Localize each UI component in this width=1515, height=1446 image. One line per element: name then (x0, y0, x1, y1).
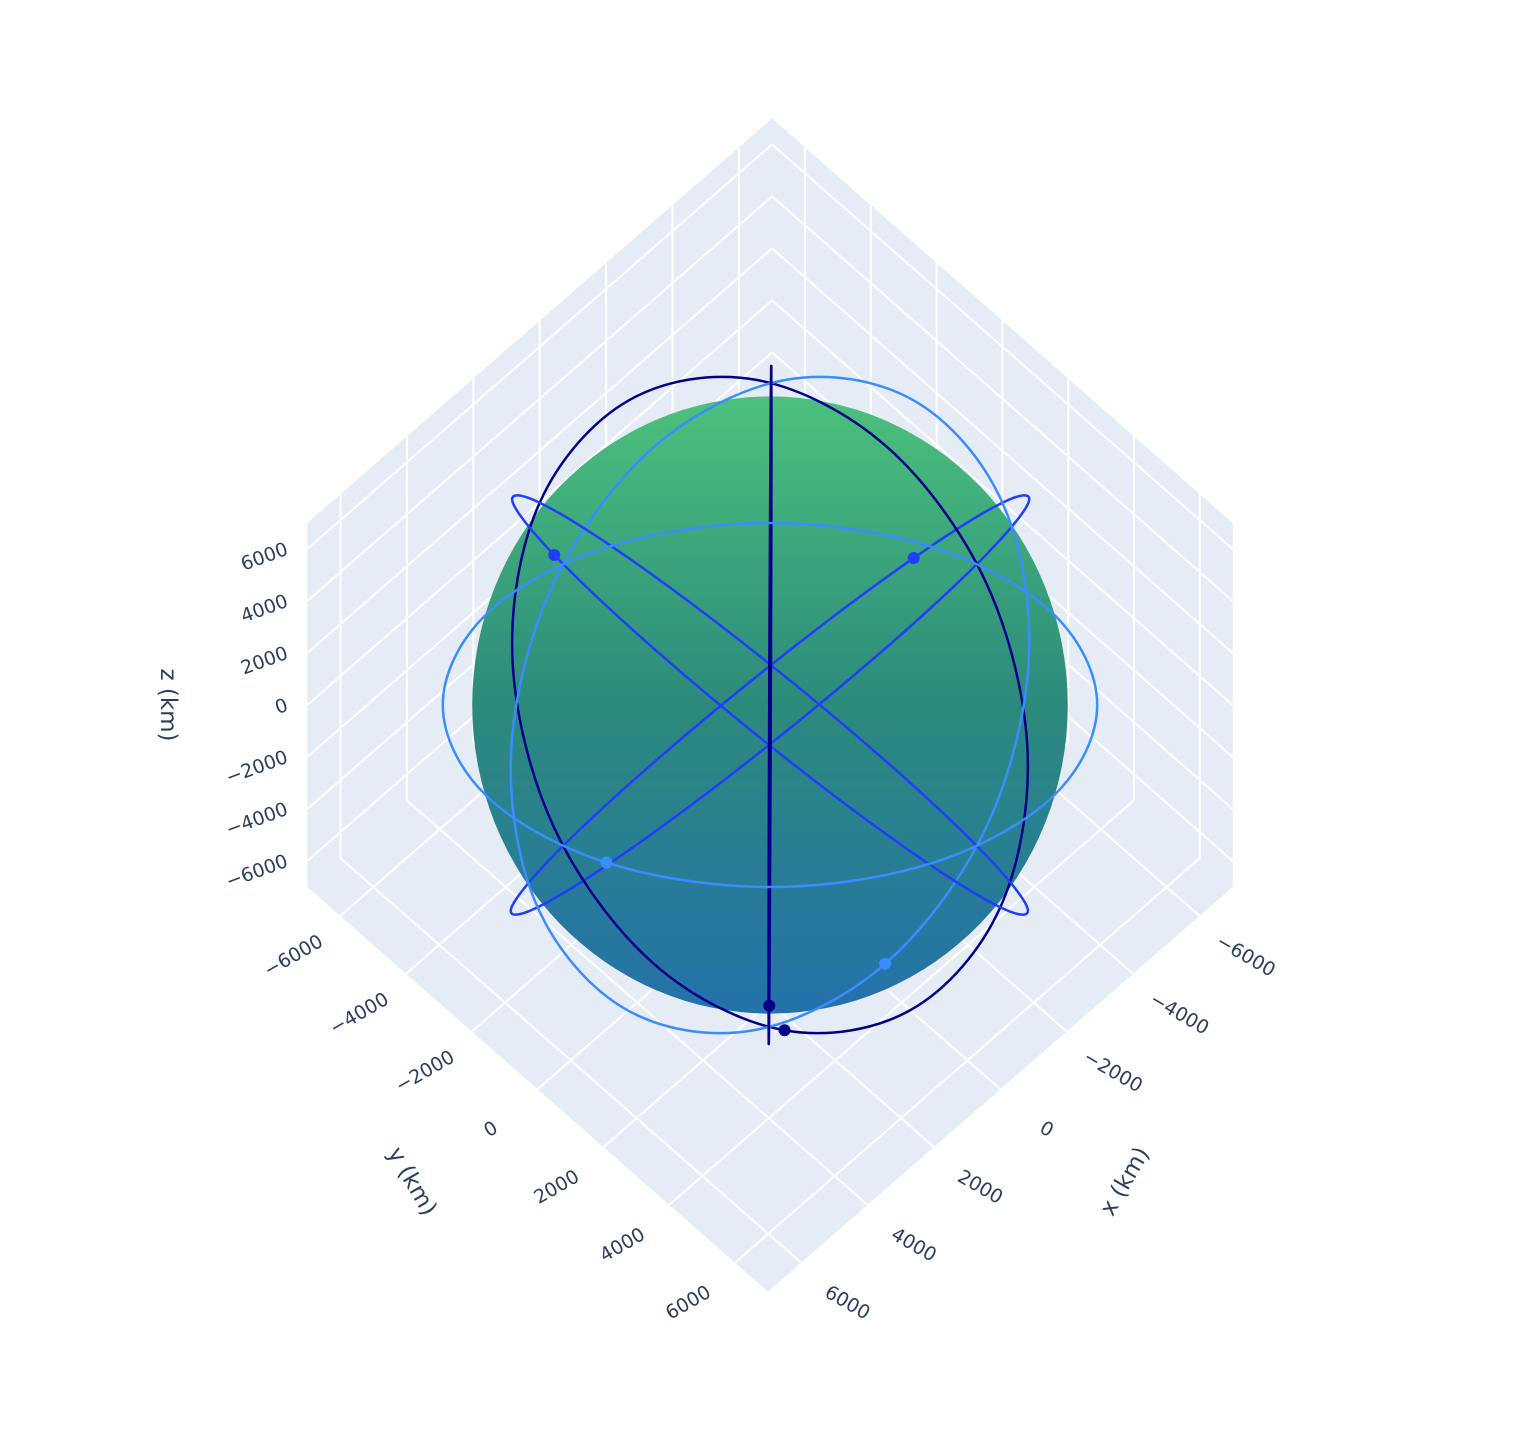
z-axis-title: z (km) (155, 668, 181, 741)
z-tick-label: 0 (272, 694, 291, 719)
x-tick-label: 4000 (887, 1223, 940, 1266)
orbit-line (767, 364, 773, 1046)
x-tick-label: −4000 (1146, 988, 1213, 1039)
orbit-line (510, 494, 1030, 916)
y-tick-label: 6000 (662, 1281, 715, 1324)
z-tick-label: −4000 (223, 798, 291, 841)
satellite-marker (778, 1024, 791, 1037)
satellite-marker (763, 999, 776, 1012)
x-tick-label: 6000 (821, 1281, 874, 1324)
z-tick-label: 6000 (238, 538, 291, 575)
y-tick-label: 4000 (596, 1223, 649, 1266)
x-axis-title: x (km) (1095, 1143, 1155, 1221)
grid-line (734, 857, 1201, 1264)
z-tick-label: −6000 (223, 850, 291, 893)
y-tick-label: 0 (480, 1117, 501, 1142)
x-tick-label: −6000 (1212, 930, 1279, 981)
y-axis-title: y (km) (382, 1143, 442, 1221)
grid-line (306, 143, 773, 550)
grid-line (771, 195, 1234, 602)
y-tick-label: −6000 (260, 930, 327, 981)
satellite-marker (907, 552, 920, 565)
y-tick-label: −4000 (326, 988, 393, 1039)
x-tick-label: 0 (1036, 1117, 1057, 1142)
x-tick-label: 2000 (954, 1166, 1007, 1209)
z-tick-label: 2000 (238, 642, 291, 679)
grid-line (771, 247, 1234, 654)
grid-line (668, 799, 1135, 1206)
orbit-line (509, 375, 1031, 1035)
orbit-line (441, 521, 1099, 889)
satellite-marker (548, 548, 561, 561)
x-tick-label: −2000 (1080, 1046, 1147, 1097)
z-tick-label: 4000 (238, 590, 291, 627)
grid-line (306, 247, 773, 654)
satellite-marker (600, 856, 613, 869)
grid-line (771, 143, 1234, 550)
grid-line (306, 195, 773, 602)
y-tick-label: 2000 (530, 1166, 583, 1209)
satellite-marker (879, 957, 892, 970)
z-tick-label: −2000 (223, 746, 291, 789)
y-tick-label: −2000 (392, 1046, 459, 1097)
